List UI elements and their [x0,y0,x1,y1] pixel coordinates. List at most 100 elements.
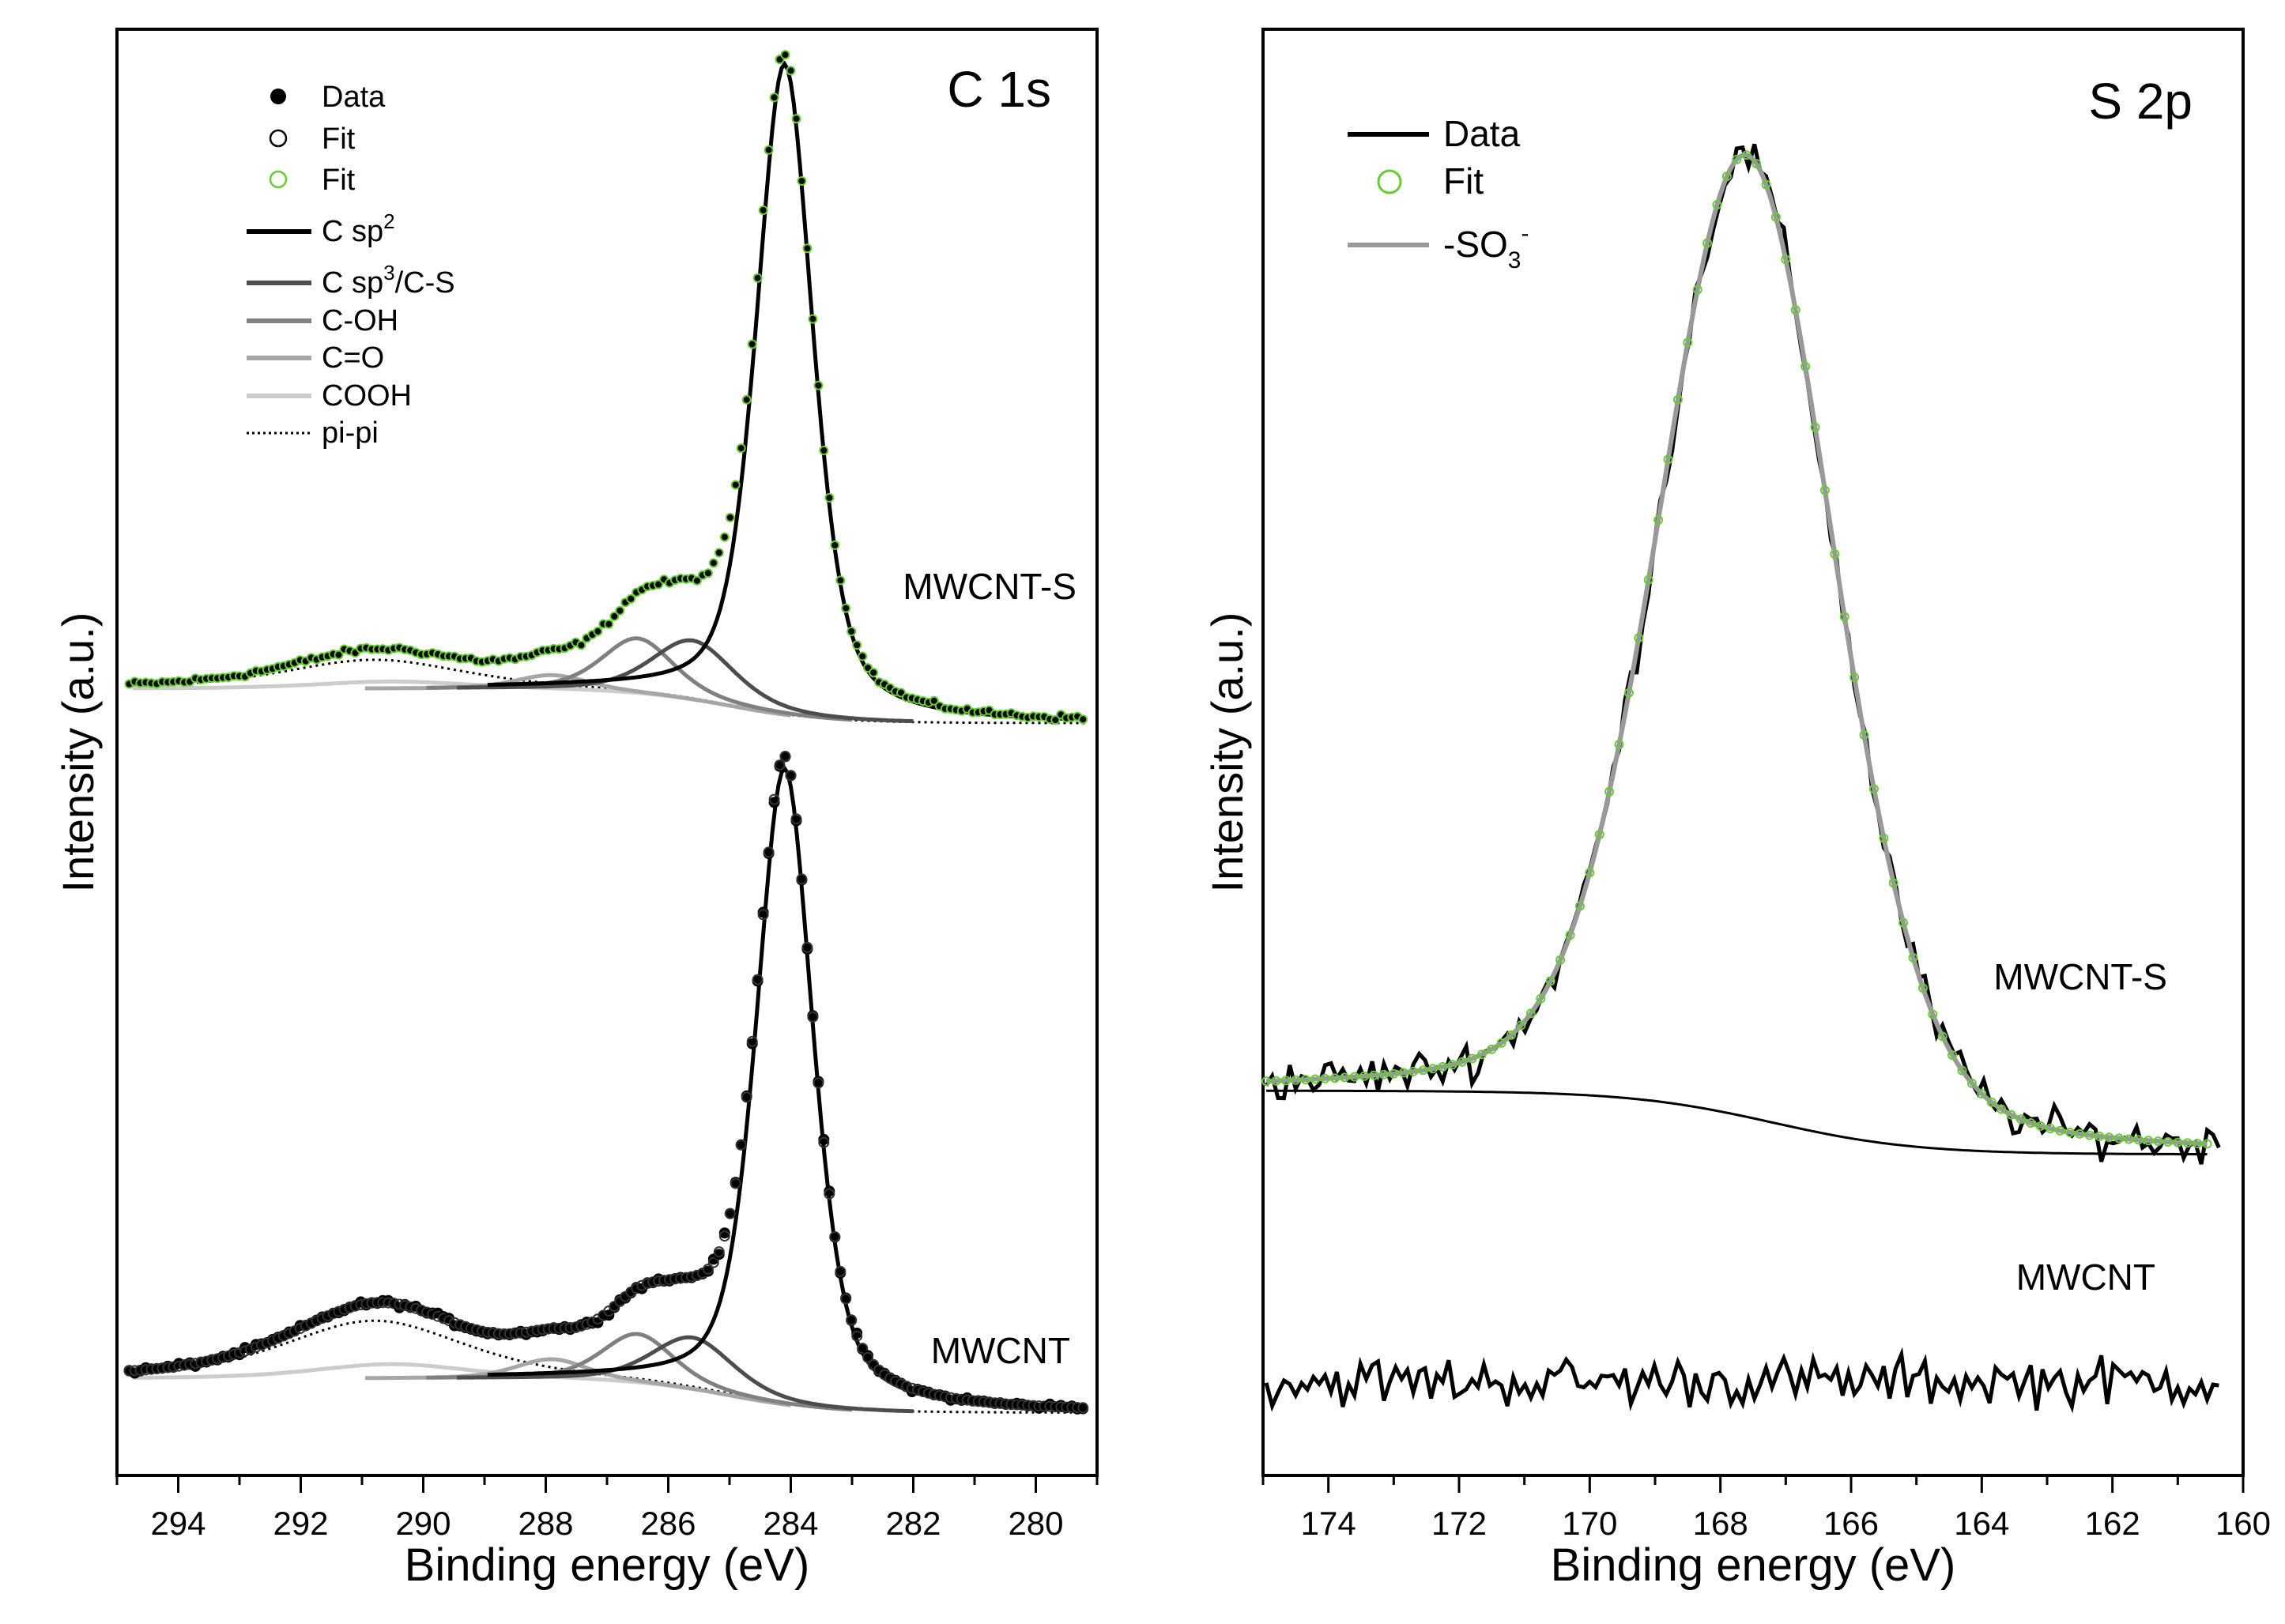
legend-label: C-OH [322,304,398,337]
legend-label: C=O [322,341,384,375]
c1s-fit-point [1078,714,1088,725]
c1s-data-point [742,395,752,405]
c1s-tick-label: 284 [763,1505,818,1542]
c1s-fit-point [576,640,586,650]
c1s-data-point [819,446,828,455]
s2p-fit-point [2173,1137,2183,1147]
c1s-fit-point [863,663,873,673]
s2p-fit-point [1359,1071,1370,1081]
c1s-x-ticks: 294 292 290 288 286 284 282 280 [115,1475,1099,1542]
legend-label: -SO3- [1443,220,1529,273]
s2p-fit-point [1585,868,1595,878]
c1s-data-point [802,243,812,253]
s2p-fit-point [1888,878,1899,888]
s2p-tick-label: 170 [1562,1505,1617,1542]
c1s-fit-point [718,1230,730,1242]
s2p-fit-point [1761,179,1771,190]
c1s-fit-point [713,1246,725,1258]
s2p-fit-point [1525,1008,1536,1019]
c1s-component-cooh [132,679,699,703]
c1s-fit-point [741,1091,752,1103]
c1s-component-cooh [132,1362,699,1392]
c1s-fit-point [752,974,764,985]
c1s-tick-label: 282 [885,1505,941,1542]
s2p-y-axis-label: Intensity (a.u.) [1202,612,1252,893]
legend-label: Data [1443,113,1521,154]
c1s-fit-point [604,619,614,629]
s2p-fit-point [1623,688,1634,698]
c1s-component-pi-pi [132,1319,1085,1414]
c1s-data-point [334,650,343,660]
c1s-data-point [576,640,586,650]
c1s-fit-point [819,446,829,455]
s2p-fit-point [1408,1066,1419,1076]
c1s-data-point [718,1227,730,1239]
s2p-fit-point [2193,1138,2203,1148]
c1s-fit-point [615,605,625,616]
s2p-tick-label: 162 [2085,1505,2140,1542]
c1s-fit-point [719,532,730,542]
c1s-fit-point [857,1343,869,1355]
c1s-fit-point [862,1351,874,1363]
s2p-fit-point [1928,1009,1938,1019]
c1s-fit-point [791,114,801,124]
s2p-fit-point [1957,1065,1967,1076]
s2p-fit-point [1565,930,1575,940]
s2p-fit-point [2084,1130,2095,1140]
s2p-tick-label: 164 [1954,1505,2009,1542]
s2p-fit-point [1643,575,1653,585]
c1s-fit-point [758,205,768,215]
s2p-fit-point [1349,1072,1359,1082]
c1s-tick-label: 292 [273,1505,328,1542]
c1s-data-point [615,606,624,616]
c1s-fit-point [779,751,791,762]
s2p-label-mwcnt-s: MWCNT-S [1993,956,2167,997]
c1s-fit-point [785,770,797,782]
s2p-fit-point [1908,952,1918,963]
s2p-fit-point [1506,1030,1517,1040]
s2p-data-mwcnt [1264,1347,2219,1414]
c1s-fit-point [747,339,757,349]
s2p-fit-point [1663,454,1673,465]
legend-label: COOH [322,379,412,413]
s2p-fit-point [1653,514,1664,525]
s2p-fit-point [1868,784,1879,794]
c1s-fit-point [730,1177,741,1189]
s2p-fit-point [1545,976,1555,986]
s2p-fit-point [2006,1110,2016,1120]
c1s-fit-point [813,1077,824,1089]
legend-label: Fit [1443,160,1484,202]
c1s-fit-point [1077,1402,1089,1414]
c1s-fit-point [808,314,818,324]
c1s-data-point [626,594,635,604]
c1s-data-point [757,906,769,918]
c1s-data-point [792,114,801,123]
c1s-fit-point [790,813,802,825]
s2p-fit-point [2095,1131,2105,1141]
c1s-data-point [746,1038,758,1049]
legend-label: Data [322,81,386,114]
s2p-curves [1261,143,2221,1414]
s2p-fit-point [1329,1073,1340,1083]
c1s-data-point [851,1327,863,1339]
c1s-data-point [852,640,862,650]
c1s-data-point [841,604,850,613]
c1s-fit-point [807,1011,819,1023]
c1s-fit-point [801,941,813,953]
s2p-fit-point [1516,1020,1526,1031]
s2p-fit-point [2153,1136,2163,1147]
s2p-fit-point [1594,829,1604,839]
c1s-fit-point [735,1139,747,1151]
c1s-component-c-sp3-c-s [457,1335,914,1414]
c1s-data-point [1078,714,1088,724]
s2p-fit-point [1830,549,1840,559]
c1s-tick-label: 294 [150,1505,205,1542]
c1s-data-point [604,620,613,629]
s2p-fit-point [1810,422,1820,432]
s2p-fit-point [1790,305,1800,315]
c1s-fit-point [802,243,813,254]
s2p-fit-point [1536,993,1546,1004]
s2p-fit-point [1859,730,1869,740]
c1s-fit-point [846,1314,858,1326]
c1s-fit-point [929,695,939,706]
